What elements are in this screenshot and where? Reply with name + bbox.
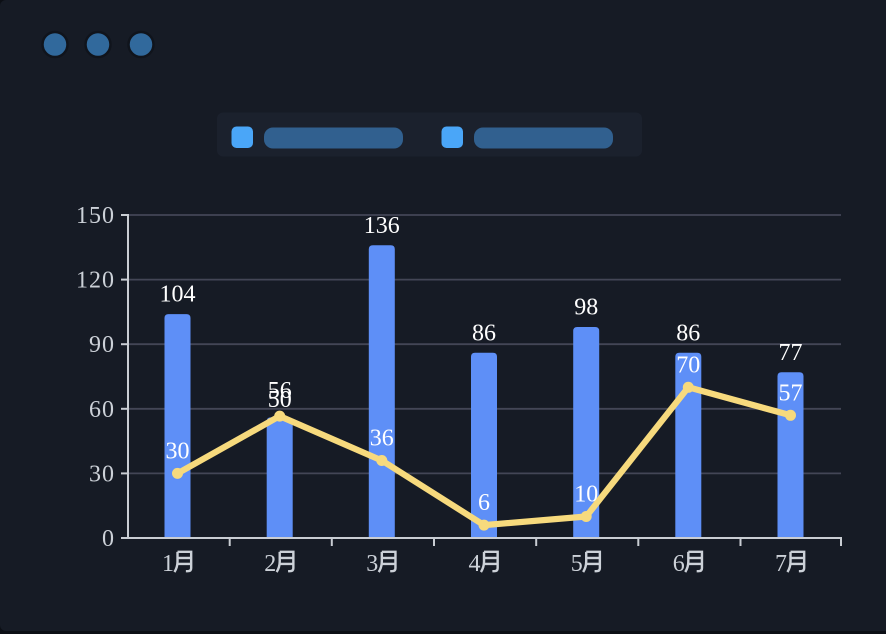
svg-text:10: 10	[574, 482, 598, 508]
svg-text:86: 86	[472, 321, 496, 347]
svg-text:1: 1	[162, 551, 174, 577]
svg-text:60: 60	[89, 397, 115, 423]
svg-text:90: 90	[89, 332, 115, 358]
svg-text:150: 150	[76, 203, 115, 229]
svg-text:104: 104	[160, 282, 196, 308]
svg-text:4: 4	[469, 551, 481, 577]
svg-text:120: 120	[76, 268, 115, 294]
svg-text:30: 30	[89, 461, 115, 487]
svg-text:5: 5	[571, 551, 583, 577]
svg-text:6: 6	[478, 490, 490, 516]
svg-text:136: 136	[364, 213, 400, 239]
svg-text:56: 56	[268, 378, 292, 404]
svg-text:30: 30	[166, 438, 190, 464]
svg-text:70: 70	[676, 352, 700, 378]
svg-text:86: 86	[676, 321, 700, 347]
svg-text:50: 50	[268, 387, 292, 413]
svg-text:98: 98	[574, 295, 598, 321]
svg-text:57: 57	[779, 380, 803, 406]
svg-text:0: 0	[102, 526, 115, 552]
svg-text:2: 2	[264, 551, 276, 577]
svg-text:36: 36	[370, 426, 394, 452]
svg-text:7: 7	[775, 551, 787, 577]
svg-text:77: 77	[779, 340, 803, 366]
svg-text:3: 3	[366, 551, 378, 577]
svg-text:6: 6	[673, 551, 685, 577]
